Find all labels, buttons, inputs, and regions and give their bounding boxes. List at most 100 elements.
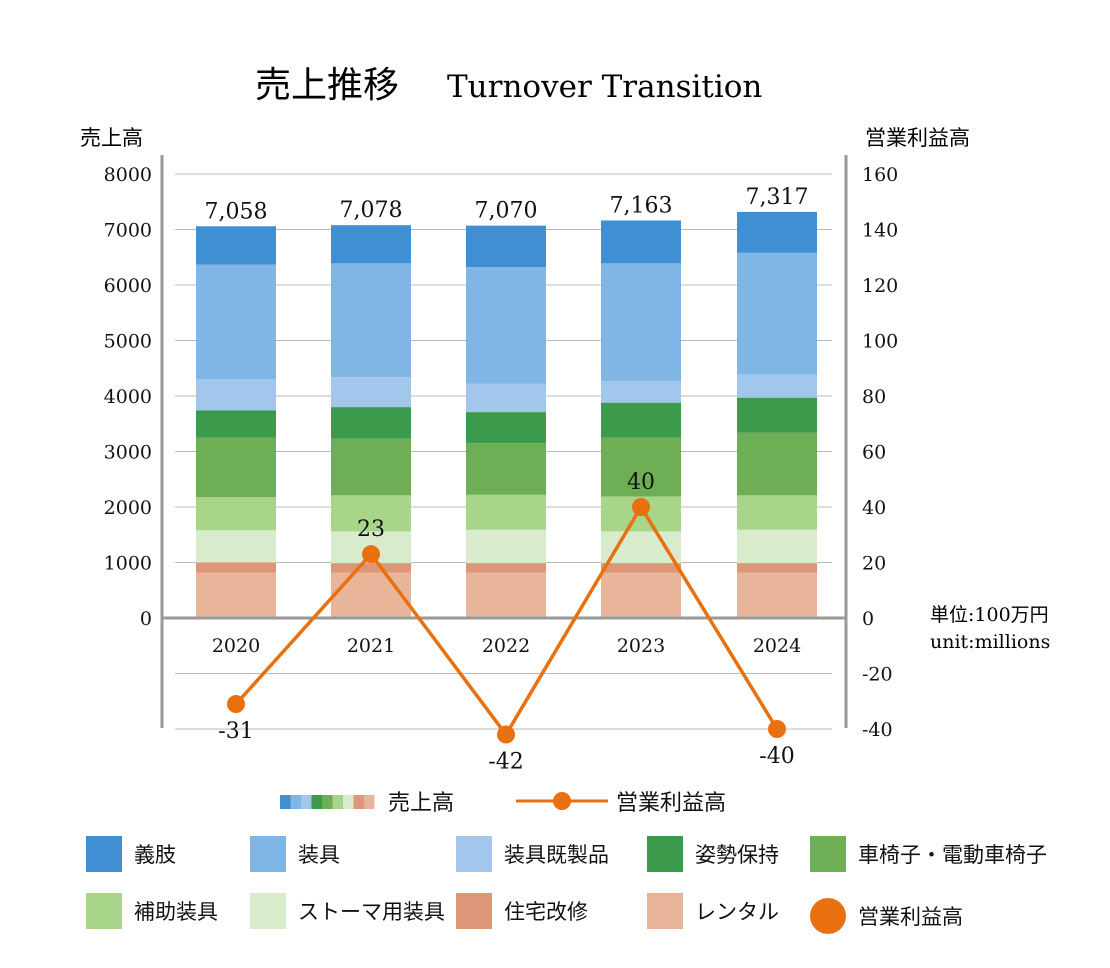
bar-segment — [737, 211, 817, 253]
bar-segment — [466, 494, 546, 530]
bar-segment — [466, 267, 546, 384]
legend-label: レンタル — [695, 900, 779, 924]
bar-segment — [601, 437, 681, 497]
y-left-tick-label: 1000 — [104, 553, 152, 575]
y-left-tick-label: 2000 — [104, 497, 152, 519]
bar-segment — [196, 264, 276, 380]
legend-swatch — [86, 836, 122, 872]
unit-note-ja: 単位:100万円 — [930, 604, 1049, 626]
legend-swatch — [86, 893, 122, 929]
chart-title-en: Turnover Transition — [447, 69, 762, 105]
bar-segment — [331, 495, 411, 532]
mini-swatch — [290, 795, 301, 809]
bar-segment — [737, 397, 817, 433]
bar-segment — [737, 374, 817, 398]
mini-swatch — [364, 795, 375, 809]
bar-segment — [601, 381, 681, 403]
legend-item-prosthesis: 義肢 — [86, 836, 176, 872]
left-axis-label: 売上高 — [80, 126, 143, 150]
legend-label: 営業利益高 — [858, 905, 963, 929]
legend-item-orthosis: 装具 — [250, 836, 340, 872]
legend-item-assistive-device: 補助装具 — [86, 893, 218, 929]
top-legend: 売上高 営業利益高 — [280, 785, 780, 817]
legend-item-ostomy: ストーマ用装具 — [250, 893, 445, 929]
bar-segment — [331, 563, 411, 573]
chart-title-ja: 売上推移 — [255, 65, 399, 106]
profit-data-label: 23 — [357, 517, 385, 542]
bar-segment — [737, 572, 817, 618]
bar-segment — [466, 529, 546, 564]
bar-segment — [737, 563, 817, 573]
legend-label: 住宅改修 — [504, 900, 588, 924]
bar-segment — [331, 407, 411, 439]
x-tick-label: 2020 — [212, 635, 260, 657]
unit-note-en: unit:millions — [930, 631, 1050, 653]
profit-data-label: -40 — [759, 744, 794, 769]
profit-data-label: 40 — [627, 470, 655, 495]
bar-segment — [466, 572, 546, 618]
profit-data-label: -42 — [488, 750, 523, 775]
bar-segment — [737, 252, 817, 375]
bar-segment — [601, 402, 681, 438]
legend-dot — [810, 898, 846, 934]
y-right-tick-label: -40 — [862, 719, 893, 741]
bar-segment — [466, 383, 546, 413]
bar-segment — [196, 379, 276, 411]
legend-item-rental: レンタル — [647, 893, 779, 929]
y-right-tick-label: 120 — [862, 275, 898, 297]
y-left-tick-label: 6000 — [104, 275, 152, 297]
legend-label: ストーマ用装具 — [298, 900, 445, 924]
mini-swatch — [280, 795, 291, 809]
legend-swatch — [456, 836, 492, 872]
legend-label: 車椅子・電動車椅子 — [858, 843, 1047, 867]
bar-segment — [196, 410, 276, 438]
mini-swatch — [353, 795, 364, 809]
bar-segment — [196, 497, 276, 531]
y-left-tick-label: 0 — [140, 608, 152, 630]
bar-total-label: 7,163 — [610, 193, 673, 218]
y-right-tick-label: 0 — [862, 608, 874, 630]
y-left-tick-label: 8000 — [104, 164, 152, 186]
mini-swatch — [311, 795, 322, 809]
bar-segment — [331, 225, 411, 264]
bar-segment — [737, 495, 817, 530]
y-right-tick-label: 40 — [862, 497, 886, 519]
profit-point — [632, 498, 650, 516]
y-left-tick-label: 3000 — [104, 442, 152, 464]
x-tick-label: 2024 — [753, 635, 801, 657]
legend-label: 装具既製品 — [504, 843, 609, 867]
legend-swatch — [647, 836, 683, 872]
y-right-tick-label: 140 — [862, 220, 898, 242]
bar-segment — [601, 572, 681, 618]
bar-segment — [466, 412, 546, 444]
legend-item-home-renovation: 住宅改修 — [456, 893, 588, 929]
profit-data-label: -31 — [218, 719, 253, 744]
bar-segment — [601, 563, 681, 573]
profit-point — [362, 545, 380, 564]
legend-label: 姿勢保持 — [695, 843, 779, 867]
profit-point — [768, 720, 786, 738]
bar-segment — [331, 438, 411, 496]
right-axis-label: 営業利益高 — [865, 126, 970, 150]
legend-label: 義肢 — [134, 843, 176, 867]
bar-total-label: 7,058 — [205, 199, 268, 224]
bar-segment — [466, 443, 546, 495]
y-right-tick-label: 60 — [862, 442, 886, 464]
legend-swatch — [250, 893, 286, 929]
y-right-tick-label: 80 — [862, 386, 886, 408]
legend-swatch — [810, 836, 846, 872]
line-legend-label: 営業利益高 — [616, 791, 727, 816]
x-tick-label: 2023 — [617, 635, 665, 657]
legend-item-operating-profit: 営業利益高 — [810, 898, 963, 934]
bar-segment — [466, 563, 546, 573]
mini-swatch — [332, 795, 343, 809]
mini-swatch — [301, 795, 312, 809]
bar-total-label: 7,070 — [475, 199, 538, 224]
legend-swatch — [647, 893, 683, 929]
legend-item-posture-support: 姿勢保持 — [647, 836, 779, 872]
y-right-tick-label: 20 — [862, 553, 886, 575]
bar-segment — [196, 562, 276, 573]
y-left-tick-label: 5000 — [104, 331, 152, 353]
bar-segment — [466, 225, 546, 268]
